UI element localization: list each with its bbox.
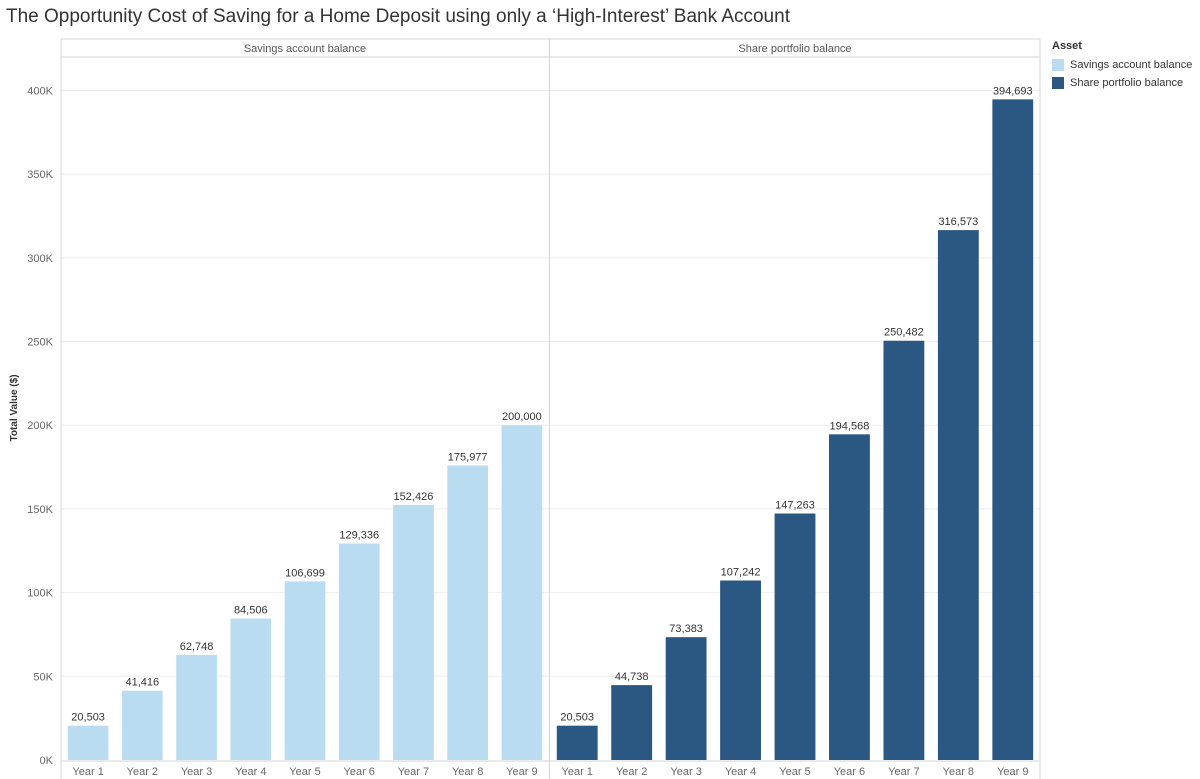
data-label: 394,693: [993, 85, 1033, 97]
bar: [176, 654, 217, 760]
x-tick-label: Year 3: [670, 766, 701, 778]
data-label: 41,416: [126, 677, 160, 689]
legend-swatch-savings: [1052, 59, 1064, 71]
x-tick-label: Year 7: [398, 766, 429, 778]
y-tick-label: 50K: [33, 671, 53, 683]
bar: [937, 230, 979, 761]
panel-header: Share portfolio balance: [738, 43, 851, 55]
y-tick-label: 150K: [27, 504, 53, 516]
data-label: 84,506: [234, 605, 268, 617]
bar: [284, 581, 326, 760]
data-label: 250,482: [884, 327, 924, 339]
data-label: 175,977: [448, 451, 488, 463]
x-tick-label: Year 7: [888, 766, 919, 778]
x-tick-label: Year 3: [181, 766, 212, 778]
legend-label-savings: Savings account balance: [1070, 59, 1193, 71]
y-tick-label: 100K: [27, 588, 53, 600]
data-label: 129,336: [339, 530, 379, 542]
data-label: 106,699: [285, 567, 325, 579]
y-tick-label: 350K: [27, 169, 53, 181]
data-label: 152,426: [394, 491, 434, 503]
data-label: 20,503: [560, 712, 594, 724]
data-label: 194,568: [830, 420, 870, 432]
data-label: 20,503: [71, 712, 105, 724]
x-tick-label: Year 6: [834, 766, 865, 778]
panel-header: Savings account balance: [244, 43, 366, 55]
chart-title: The Opportunity Cost of Saving for a Hom…: [6, 6, 790, 27]
x-tick-label: Year 9: [506, 766, 537, 778]
bar: [122, 690, 163, 760]
legend-item-shares[interactable]: Share portfolio balance: [1052, 74, 1192, 92]
bar: [720, 580, 761, 760]
legend-swatch-shares: [1052, 77, 1064, 89]
bar: [774, 513, 816, 760]
bar: [67, 725, 109, 760]
bar: [338, 543, 380, 760]
bar: [501, 425, 543, 760]
bar: [665, 637, 707, 760]
data-label: 62,748: [180, 641, 214, 653]
data-label: 107,242: [721, 566, 761, 578]
x-tick-label: Year 2: [127, 766, 158, 778]
x-tick-label: Year 4: [725, 766, 756, 778]
x-tick-label: Year 4: [235, 766, 266, 778]
data-label: 316,573: [938, 216, 978, 228]
bar: [230, 618, 272, 760]
y-tick-label: 200K: [27, 420, 53, 432]
x-tick-label: Year 1: [562, 766, 593, 778]
y-tick-label: 250K: [27, 337, 53, 349]
x-tick-label: Year 9: [997, 766, 1028, 778]
x-tick-label: Year 8: [452, 766, 483, 778]
bar: [393, 504, 434, 760]
bar: [447, 465, 488, 760]
y-tick-label: 0K: [40, 755, 54, 767]
x-tick-label: Year 5: [289, 766, 320, 778]
legend-item-savings[interactable]: Savings account balance: [1052, 56, 1192, 74]
data-label: 147,263: [775, 500, 815, 512]
x-tick-label: Year 6: [344, 766, 375, 778]
bar: [883, 340, 925, 760]
x-tick-label: Year 8: [943, 766, 974, 778]
data-label: 44,738: [615, 671, 649, 683]
bar: [829, 434, 870, 760]
x-tick-label: Year 2: [616, 766, 647, 778]
y-tick-label: 300K: [27, 253, 53, 265]
bar: [556, 725, 598, 760]
x-tick-label: Year 5: [779, 766, 810, 778]
data-label: 73,383: [669, 623, 703, 635]
data-label: 200,000: [502, 411, 542, 423]
y-axis-title: Total Value ($): [9, 374, 20, 441]
y-tick-label: 400K: [27, 85, 53, 97]
legend-title: Asset: [1052, 40, 1082, 52]
bar: [611, 685, 653, 760]
legend: Asset Savings account balance Share port…: [1052, 40, 1192, 92]
bar: [992, 99, 1034, 760]
x-tick-label: Year 1: [72, 766, 103, 778]
legend-label-shares: Share portfolio balance: [1070, 77, 1184, 89]
